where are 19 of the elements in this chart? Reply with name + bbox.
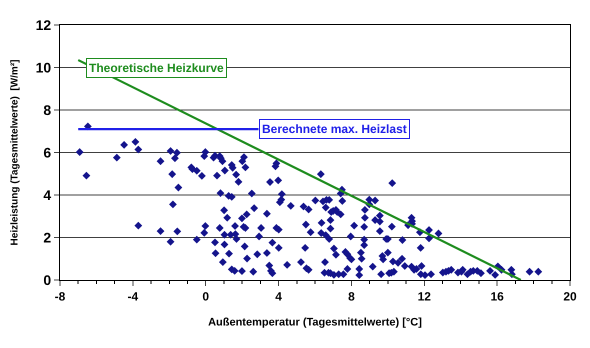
series-label: Theoretische Heizkurve [89, 61, 224, 75]
y-tick-label: 12 [36, 16, 52, 33]
x-axis-title: Außentemperatur (Tagesmittelwerte) [°C] [208, 316, 422, 329]
x-tick-label: 20 [563, 289, 577, 304]
x-tick-label: 16 [490, 289, 504, 304]
x-tick-label: 8 [348, 289, 356, 304]
x-tick-label: 0 [202, 289, 210, 304]
y-tick-label: 0 [43, 272, 52, 288]
x-tick-label: -8 [54, 289, 66, 304]
y-tick-label: 6 [43, 144, 52, 160]
x-tick-label: -4 [128, 289, 139, 304]
y-axis-title: Heizleistung (Tagesmittelwerte) [W/m²] [10, 60, 21, 246]
x-tick-label: 12 [418, 289, 432, 304]
x-tick-label: 4 [275, 289, 282, 304]
y-tick-label: 10 [36, 59, 52, 76]
y-tick-label: 8 [43, 102, 52, 118]
y-tick-label: 2 [43, 229, 52, 246]
series-label: Berechnete max. Heizlast [262, 122, 407, 136]
y-tick-label: 4 [43, 186, 52, 203]
